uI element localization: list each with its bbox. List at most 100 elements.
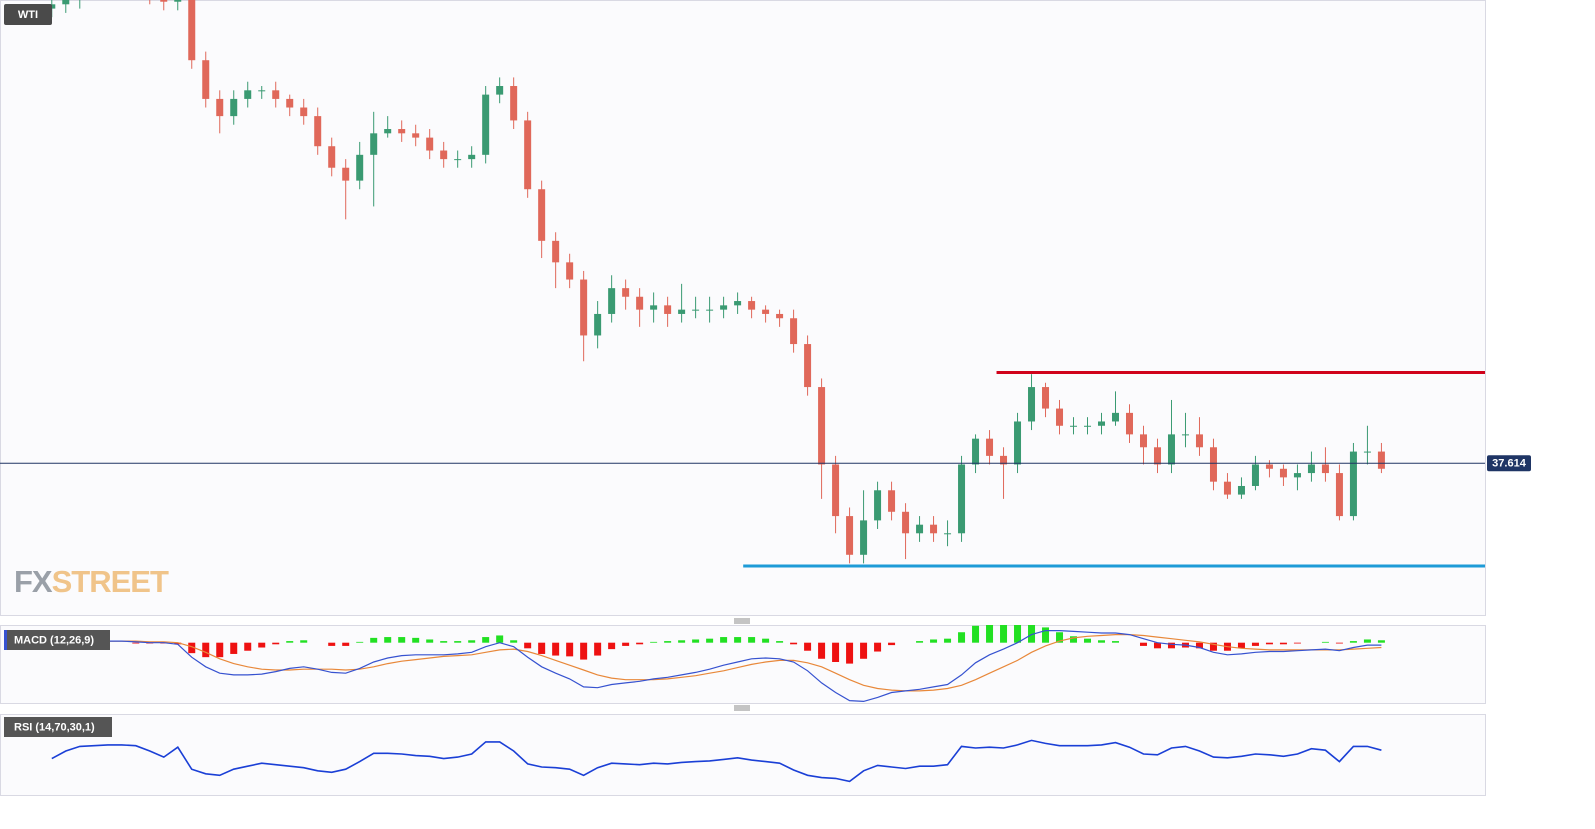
macd-histogram-bar xyxy=(916,641,924,643)
candle-body xyxy=(622,288,630,297)
macd-histogram-bar xyxy=(356,641,364,643)
candle-body xyxy=(650,305,658,310)
candle-body xyxy=(608,288,616,314)
last-price-label: 37.614 xyxy=(1492,458,1527,470)
candle-body xyxy=(370,133,378,155)
macd-badge-accent xyxy=(4,630,7,650)
candle-body xyxy=(706,309,714,311)
macd-histogram-bar xyxy=(244,642,252,651)
candle-body xyxy=(1139,434,1147,448)
candle-body xyxy=(860,520,868,555)
macd-histogram-bar xyxy=(748,637,756,643)
candle-body xyxy=(748,301,756,310)
candle-body xyxy=(1111,412,1119,422)
candle-body xyxy=(160,0,168,2)
rsi-line xyxy=(51,739,1382,783)
macd-histogram-bar xyxy=(706,638,714,643)
macd-histogram-bar xyxy=(874,642,882,652)
macd-histogram-bar xyxy=(426,639,434,643)
candle-body xyxy=(1181,434,1189,436)
macd-histogram-bar xyxy=(1153,642,1161,649)
macd-histogram-bar xyxy=(454,641,462,643)
candle-body xyxy=(1014,421,1022,465)
macd-histogram-bar xyxy=(468,640,476,643)
candle-body xyxy=(580,279,588,336)
candle-body xyxy=(62,0,70,5)
macd-histogram-bar xyxy=(440,641,448,643)
macd-histogram-bar xyxy=(216,642,224,658)
macd-histogram-bar xyxy=(258,642,266,648)
candle-body xyxy=(1042,387,1050,409)
macd-histogram-bar xyxy=(664,641,672,643)
macd-label: MACD (12,26,9) xyxy=(14,634,94,646)
candle-body xyxy=(538,189,546,241)
macd-histogram-bar xyxy=(188,642,196,654)
macd-histogram-bar xyxy=(1098,640,1106,643)
macd-histogram-bar xyxy=(286,641,294,643)
candle-body xyxy=(314,116,322,147)
candle-body xyxy=(482,94,490,155)
candle-body xyxy=(510,86,518,121)
candle-body xyxy=(944,533,952,535)
candle-body xyxy=(1028,387,1036,422)
macd-histogram-bar xyxy=(636,642,644,645)
macd-histogram-bar xyxy=(538,642,546,654)
macd-histogram-bar xyxy=(1349,641,1357,643)
candle-body xyxy=(300,107,308,117)
macd-line xyxy=(51,630,1382,703)
macd-histogram-bar xyxy=(384,637,392,643)
candle-body xyxy=(328,146,336,168)
candle-body xyxy=(720,305,728,310)
macd-badge xyxy=(4,630,110,650)
macd-histogram-bar xyxy=(1265,642,1273,645)
panel-handle[interactable] xyxy=(734,618,750,624)
macd-histogram-bar xyxy=(1139,642,1147,646)
candle-body xyxy=(1293,473,1301,478)
panel-handle[interactable] xyxy=(734,705,750,711)
rsi-panel xyxy=(0,714,1486,796)
candle-body xyxy=(846,516,854,555)
logo: FXSTREET xyxy=(14,564,169,599)
macd-histogram-bar xyxy=(328,642,336,646)
candle-body xyxy=(1195,434,1203,448)
candle-body xyxy=(1237,485,1245,495)
macd-histogram-bar xyxy=(1028,625,1036,643)
macd-histogram-bar xyxy=(1056,632,1064,643)
macd-histogram-bar xyxy=(132,642,140,644)
logo-suffix: STREET xyxy=(52,564,169,599)
macd-histogram-bar xyxy=(1321,641,1329,643)
macd-histogram-bar xyxy=(580,642,588,660)
macd-histogram-bar xyxy=(734,637,742,643)
macd-histogram-bar xyxy=(1251,642,1259,646)
macd-histogram-bar xyxy=(1335,642,1343,644)
candle-body xyxy=(636,296,644,310)
macd-histogram-bar xyxy=(790,642,798,645)
last-price-tag xyxy=(1487,455,1531,472)
candle-body xyxy=(1070,425,1078,427)
candle-body xyxy=(1377,451,1385,469)
macd-histogram-bar xyxy=(650,641,658,643)
candle-body xyxy=(174,0,182,2)
candle-body xyxy=(804,344,812,388)
macd-histogram-bar xyxy=(552,642,560,656)
candle-body xyxy=(958,464,966,534)
macd-histogram-bar xyxy=(594,642,602,656)
candle-body xyxy=(972,438,980,465)
candle-body xyxy=(1321,464,1329,474)
macd-histogram-bar xyxy=(846,642,854,664)
macd-histogram-bar xyxy=(958,632,966,643)
candle-body xyxy=(1098,421,1106,426)
macd-histogram-bar xyxy=(398,637,406,643)
candle-body xyxy=(216,98,224,117)
candle-body xyxy=(762,309,770,314)
candle-body xyxy=(258,90,266,92)
candle-body xyxy=(818,387,826,465)
macd-histogram-bar xyxy=(1293,642,1301,644)
candle-body xyxy=(776,313,784,319)
macd-histogram-bar xyxy=(1377,640,1385,643)
candle-body xyxy=(874,490,882,521)
macd-histogram-bar xyxy=(776,641,784,643)
logo-prefix: FX xyxy=(14,564,53,599)
